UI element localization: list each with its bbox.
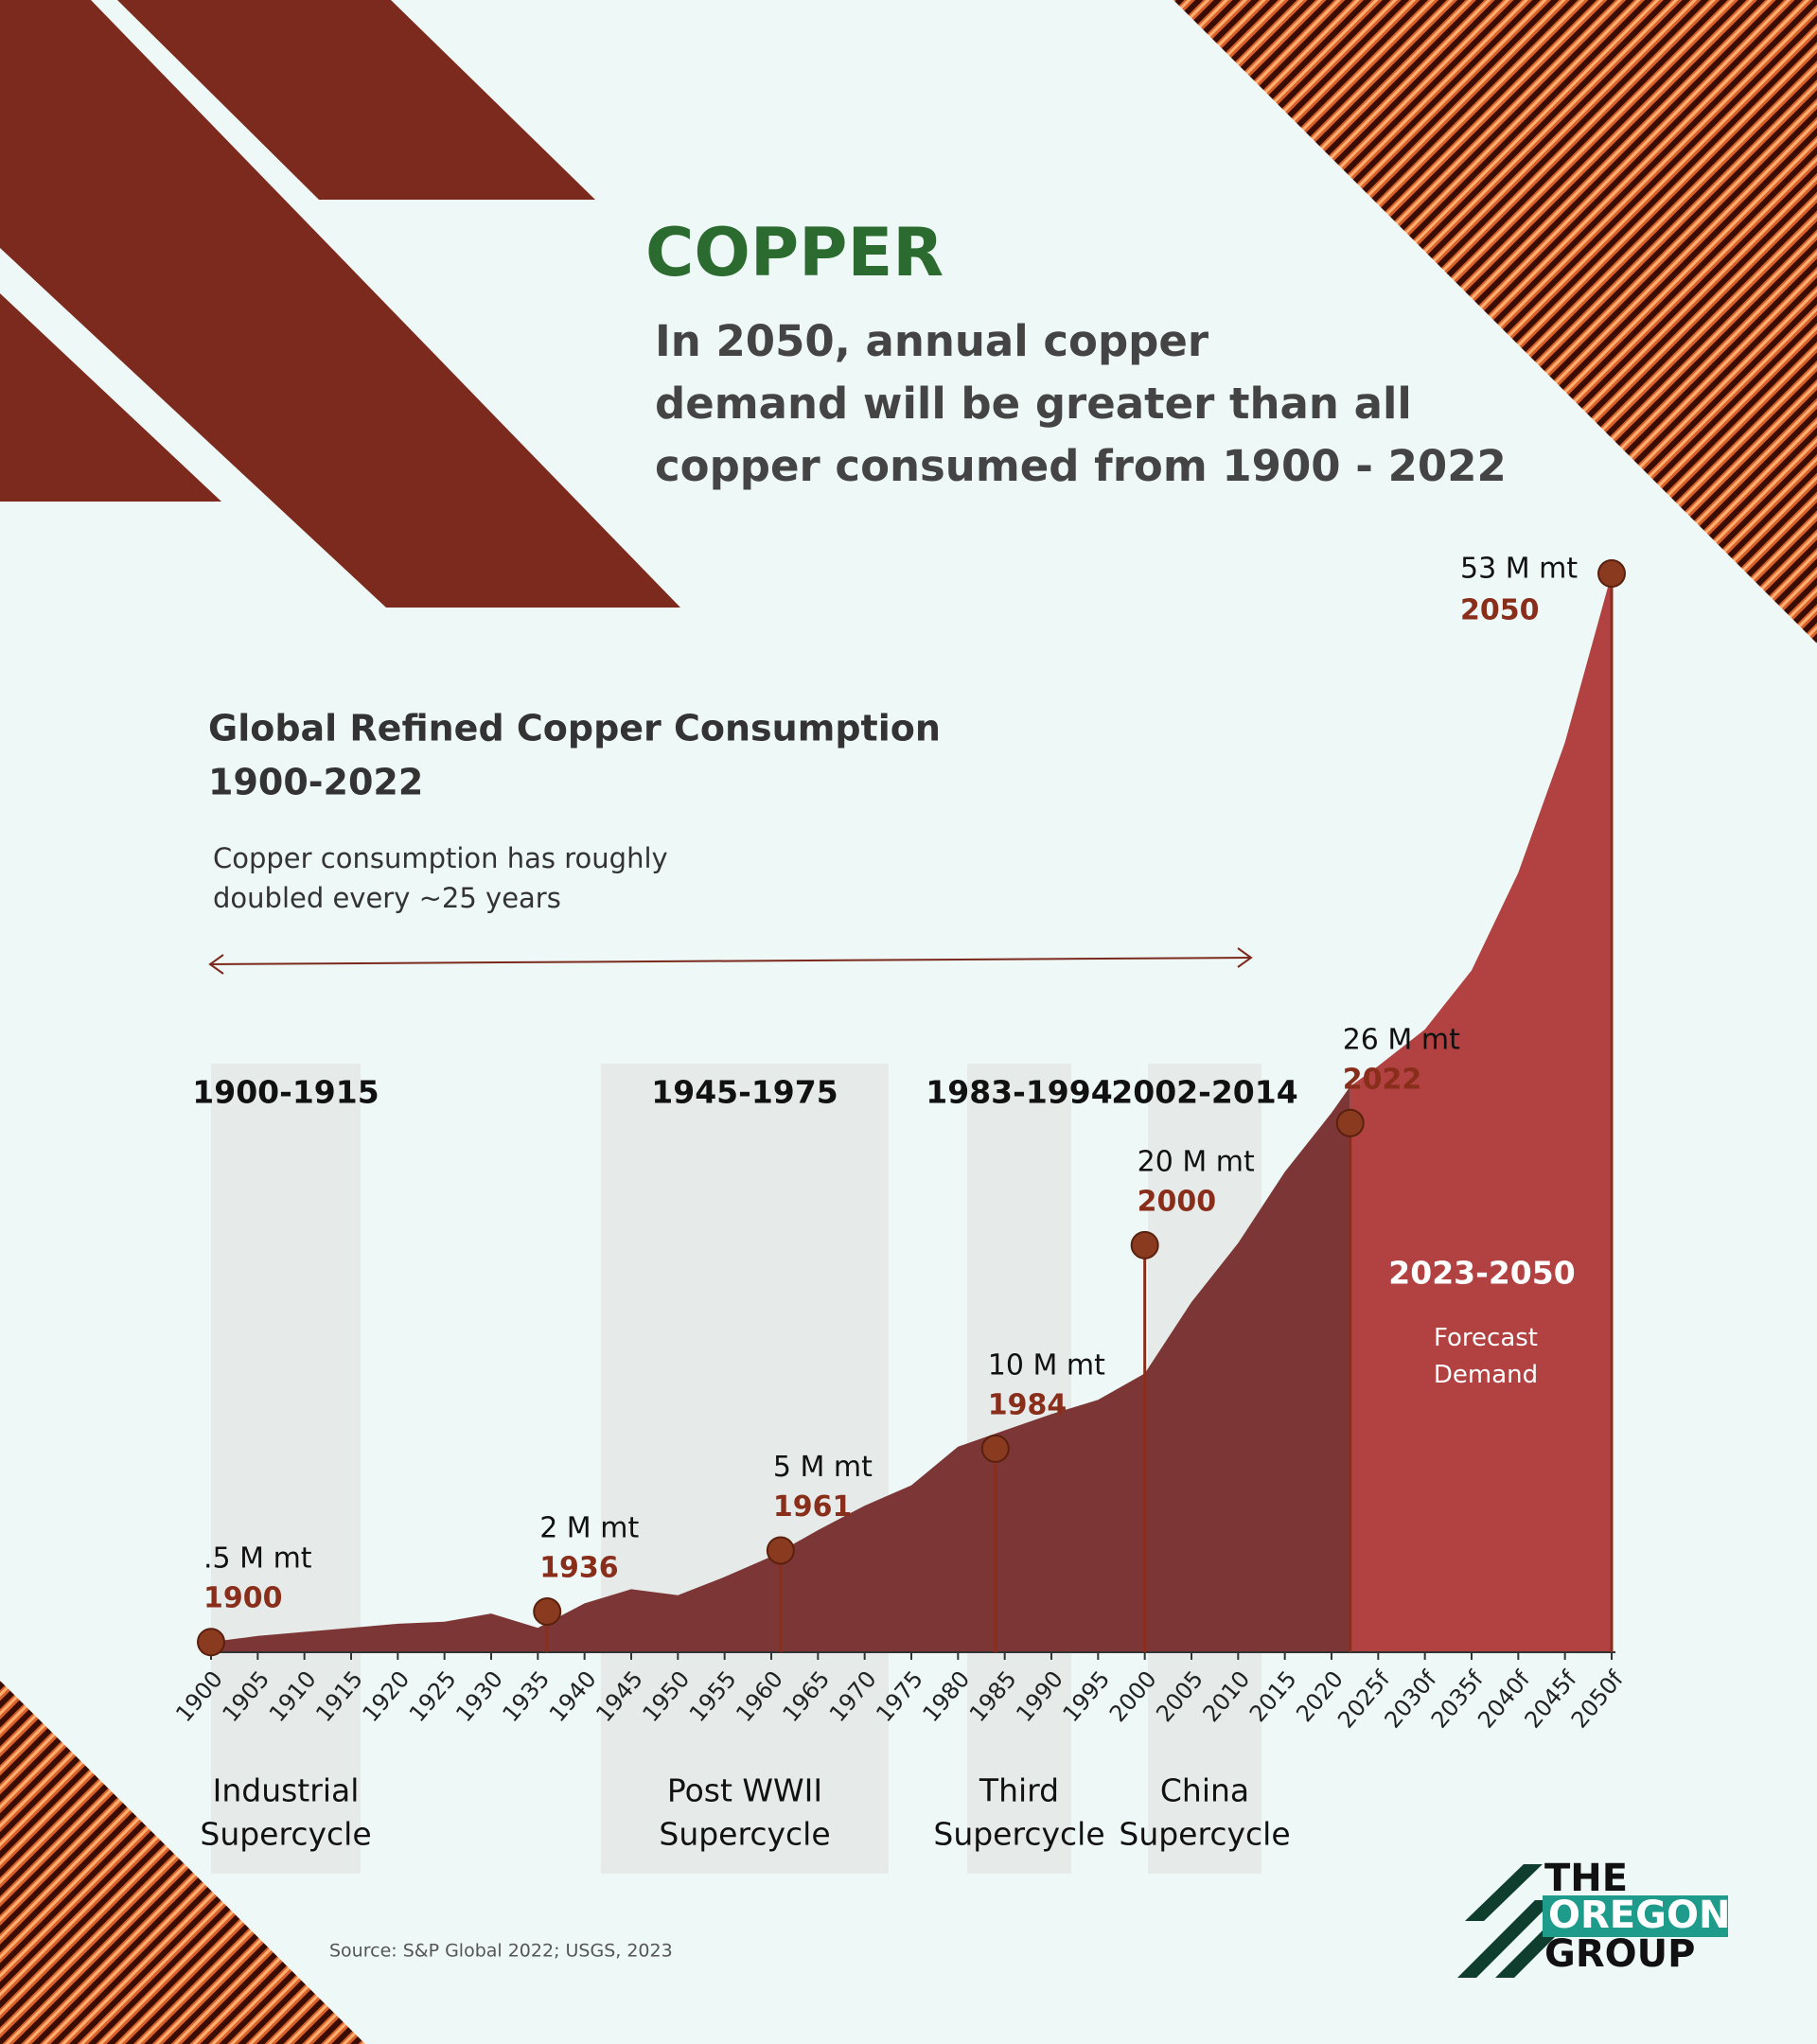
milestone-value: 10 M mt <box>988 1348 1105 1382</box>
supercycle-range: 1900-1915 <box>192 1074 379 1111</box>
x-tick-label: 1935 <box>498 1665 556 1727</box>
logo-text: GROUP <box>1544 1932 1695 1976</box>
milestone-year: 1961 <box>773 1490 853 1524</box>
supercycle-label: Industrial <box>213 1772 360 1809</box>
title: COPPER <box>645 214 944 291</box>
chart-title: Global Refined Copper Consumption <box>208 708 941 749</box>
milestone-value: 53 M mt <box>1460 553 1578 586</box>
x-tick-label: 2050f <box>1566 1665 1629 1734</box>
logo-mark <box>1465 1864 1543 1921</box>
milestone-marker <box>197 1628 225 1657</box>
supercycle-range: 2002-2014 <box>1111 1074 1297 1111</box>
supercycle-label: Third <box>979 1772 1059 1809</box>
milestone-year: 2022 <box>1343 1063 1422 1096</box>
x-tick-label: 1930 <box>450 1665 508 1727</box>
milestone-value: .5 M mt <box>203 1542 312 1576</box>
decor-band <box>117 0 595 200</box>
milestone-value: 20 M mt <box>1138 1145 1255 1178</box>
milestone-marker <box>1597 559 1626 589</box>
decor-band <box>0 293 221 502</box>
note: Copper consumption has roughly <box>213 842 668 874</box>
supercycle-label: Supercycle <box>1119 1816 1290 1853</box>
supercycle-label: Supercycle <box>659 1816 830 1853</box>
area <box>1350 573 1612 1652</box>
forecast-label: Forecast Demand <box>1433 1324 1539 1389</box>
supercycle-range: 1983-1994 <box>926 1074 1112 1111</box>
logo-mark <box>1457 1900 1554 1978</box>
supercycle-range: 1945-1975 <box>651 1074 838 1111</box>
area <box>211 1086 1350 1652</box>
milestone-marker <box>766 1536 795 1565</box>
chart-title: 1900-2022 <box>208 762 423 803</box>
logo-box <box>1543 1895 1728 1937</box>
milestone-year: 1900 <box>203 1582 283 1615</box>
supercycle-band <box>211 1064 361 1874</box>
milestone-marker <box>980 1434 1010 1463</box>
x-tick-label: 1925 <box>404 1665 462 1727</box>
arrow-line <box>209 957 1252 965</box>
milestone-marker <box>1130 1230 1159 1260</box>
logo-mark <box>1495 1930 1561 1978</box>
forecast-range: 2023-2050 <box>1388 1255 1575 1292</box>
milestone-year: 1984 <box>988 1388 1067 1421</box>
supercycle-label: Supercycle <box>200 1816 371 1853</box>
milestone-year: 1936 <box>539 1551 619 1584</box>
milestone-value: 2 M mt <box>539 1511 639 1544</box>
subtitle: In 2050, annual copper <box>655 316 1209 366</box>
copper-texture <box>0 1681 365 2044</box>
x-tick-label: 1940 <box>544 1665 602 1727</box>
supercycle-label: China <box>1160 1772 1249 1809</box>
supercycle-label: Supercycle <box>933 1816 1104 1853</box>
logo-text: THE <box>1544 1857 1628 1900</box>
x-tick-label: 1980 <box>918 1665 976 1727</box>
x-tick-label: 1920 <box>358 1665 415 1727</box>
subtitle: demand will be greater than all <box>655 379 1412 429</box>
arrow-head <box>208 954 224 975</box>
milestone-year: 2050 <box>1460 594 1540 627</box>
milestone-year: 2000 <box>1138 1185 1217 1218</box>
copper-texture <box>1173 0 1817 643</box>
decor-band <box>0 0 680 608</box>
arrow-head <box>1237 947 1253 968</box>
milestone-marker <box>1335 1108 1365 1137</box>
supercycle-label: Post WWII <box>667 1772 822 1809</box>
milestone-value: 26 M mt <box>1343 1023 1460 1056</box>
note: doubled every ~25 years <box>213 882 561 914</box>
logo-text: OREGON <box>1548 1894 1730 1937</box>
source: Source: S&P Global 2022; USGS, 2023 <box>329 1941 673 1962</box>
supercycle-band <box>601 1064 889 1874</box>
subtitle: copper consumed from 1900 - 2022 <box>655 441 1507 491</box>
milestone-value: 5 M mt <box>773 1451 873 1484</box>
milestone-marker <box>533 1596 562 1626</box>
